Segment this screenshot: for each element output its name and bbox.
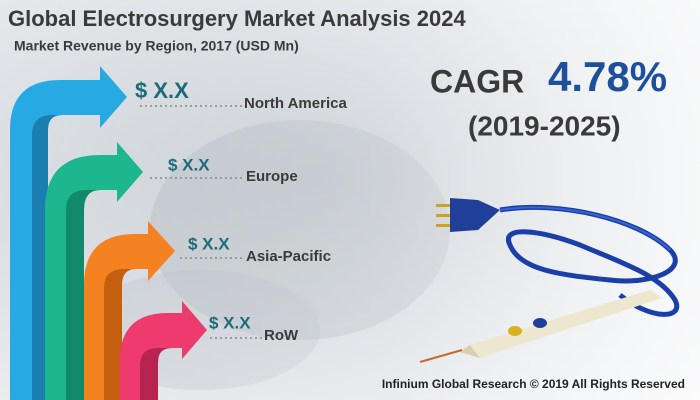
- region-value: $ X.X: [188, 234, 230, 253]
- region-label: RoW: [264, 327, 299, 344]
- region-label: North America: [244, 95, 347, 112]
- arrow-pink: [120, 301, 207, 400]
- pencil-illustration: [419, 198, 680, 363]
- region-value: $ X.X: [168, 155, 210, 174]
- arrow-green: [45, 142, 143, 400]
- cagr-label: CAGR: [430, 63, 524, 99]
- region-value: $ X.X: [209, 313, 251, 332]
- region-label: Asia-Pacific: [246, 248, 331, 265]
- cagr-period: (2019-2025): [468, 110, 621, 141]
- region-label: Europe: [246, 168, 298, 185]
- arrow-orange: [84, 221, 175, 400]
- region-value: $ X.X: [135, 78, 189, 103]
- title: Global Electrosurgery Market Analysis 20…: [8, 6, 466, 31]
- cagr-value: 4.78%: [548, 53, 667, 100]
- footer: Infinium Global Research © 2019 All Righ…: [382, 377, 685, 391]
- subtitle: Market Revenue by Region, 2017 (USD Mn): [14, 38, 299, 54]
